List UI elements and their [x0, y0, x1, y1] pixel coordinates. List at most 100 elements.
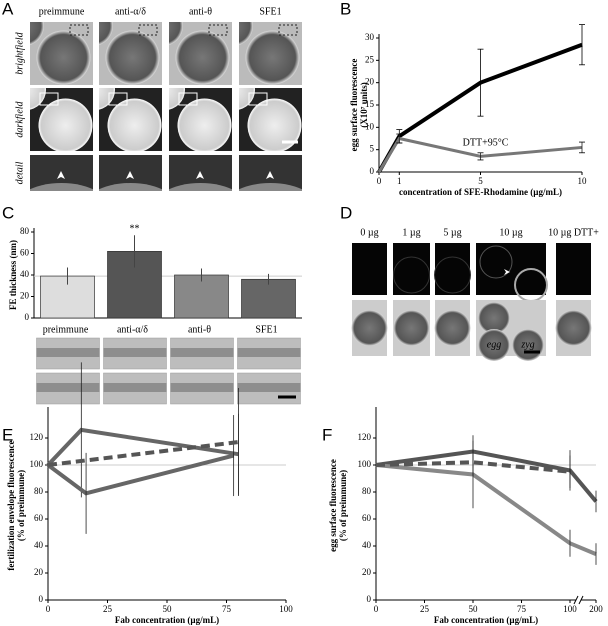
fe-band [237, 383, 301, 392]
annotation: ** [130, 224, 140, 235]
image [239, 155, 302, 191]
y-tick-label: 0 [25, 312, 30, 322]
x-tick-label: 50 [163, 604, 173, 614]
column-header: anti-α/δ [115, 6, 146, 17]
egg [239, 22, 253, 46]
column-header: preimmune [39, 6, 85, 17]
y-tick-label: 100 [358, 459, 372, 469]
image [30, 22, 93, 85]
x-tick-label: 75 [222, 604, 232, 614]
series-line [377, 136, 583, 173]
y-tick-label: 20 [365, 77, 375, 87]
y-tick-label: 30 [365, 32, 375, 42]
panel-letter: B [340, 0, 351, 18]
series-label: DTT+95°C [463, 138, 509, 149]
series-line [375, 463, 597, 556]
micrograph [239, 155, 302, 191]
y-tick-label: 5 [370, 144, 375, 154]
column-header: 1 µg [402, 227, 420, 238]
x-tick-label: 75 [517, 604, 527, 614]
egg [247, 98, 302, 151]
axis-break [578, 595, 584, 605]
y-tick-label: 80 [20, 226, 30, 236]
y-tick-label: 80 [34, 486, 44, 496]
x-tick-label: 100 [563, 604, 577, 614]
panel-letter: A [2, 0, 14, 18]
arrowhead [266, 171, 274, 179]
egg-edge [169, 183, 232, 191]
column-header: 10 µg [499, 227, 522, 238]
micrograph [99, 22, 162, 85]
column-header: 0 µg [360, 227, 378, 238]
egg [434, 310, 471, 346]
y-tick-label: 120 [30, 432, 44, 442]
image [169, 155, 232, 191]
y-axis-label: egg surface fluorescence [349, 59, 359, 152]
micrograph [99, 155, 162, 191]
image [99, 22, 162, 85]
row-label: detail [14, 161, 25, 184]
column-header: anti-θ [189, 6, 212, 17]
y-tick-label: 60 [362, 513, 372, 523]
fe-band [170, 383, 234, 392]
panel-letter: C [2, 203, 14, 222]
y-tick-label: 100 [30, 459, 44, 469]
y-tick-label: 20 [362, 567, 372, 577]
x-tick-label: 25 [103, 604, 113, 614]
micrograph [169, 88, 232, 151]
micrograph [30, 88, 93, 151]
box [208, 24, 228, 36]
arrowhead [126, 171, 134, 179]
egg-ring [434, 256, 471, 294]
y-axis-label: egg surface fluorescence [328, 459, 338, 552]
row-label: brightfield [14, 31, 25, 74]
egg [169, 22, 183, 46]
axis-break [573, 595, 579, 605]
column-header: SFE1 [259, 6, 281, 17]
y-tick-label: 0 [367, 594, 372, 604]
egg-edge [30, 183, 93, 191]
y-tick-label: 40 [34, 540, 44, 550]
fe-band [237, 348, 301, 357]
x-tick-label: preimmune [43, 324, 89, 335]
fluor-image [435, 243, 470, 295]
x-tick-label: 50 [469, 604, 479, 614]
panel-letter: F [322, 425, 332, 444]
x-axis-label: Fab concentration (µg/mL) [434, 615, 538, 625]
egg [38, 98, 93, 151]
image-label: egg [487, 339, 501, 350]
egg-ring [479, 245, 513, 279]
series-line [375, 460, 571, 474]
y-axis-label: (% of preimmune) [16, 470, 26, 541]
y-tick-label: 25 [365, 54, 375, 64]
image [30, 155, 93, 191]
x-tick-label: 0 [46, 604, 51, 614]
box [108, 92, 128, 106]
fe-band [103, 348, 167, 357]
x-axis-label: concentration of SFE-Rhodamine (µg/mL) [399, 187, 562, 197]
y-tick-label: 15 [365, 99, 375, 109]
x-tick-label: 25 [420, 604, 430, 614]
micrograph [30, 22, 93, 85]
fe-band [103, 383, 167, 392]
x-tick-label: 0 [377, 176, 382, 186]
x-tick-label: anti-θ [188, 324, 211, 335]
arrowhead [196, 171, 204, 179]
image [30, 88, 93, 151]
box [178, 92, 198, 106]
column-header: 5 µg [443, 227, 461, 238]
box [278, 24, 298, 36]
panel-letter: D [340, 203, 352, 222]
egg [175, 30, 230, 85]
image [239, 22, 302, 85]
bar [174, 274, 229, 319]
fe-band [36, 348, 100, 357]
x-tick-label: 5 [478, 176, 483, 186]
egg [478, 302, 510, 334]
y-tick-label: 40 [362, 540, 372, 550]
egg [30, 22, 44, 46]
y-tick-label: 20 [34, 567, 44, 577]
y-tick-label: 20 [20, 291, 30, 301]
x-tick-label: 100 [279, 604, 293, 614]
